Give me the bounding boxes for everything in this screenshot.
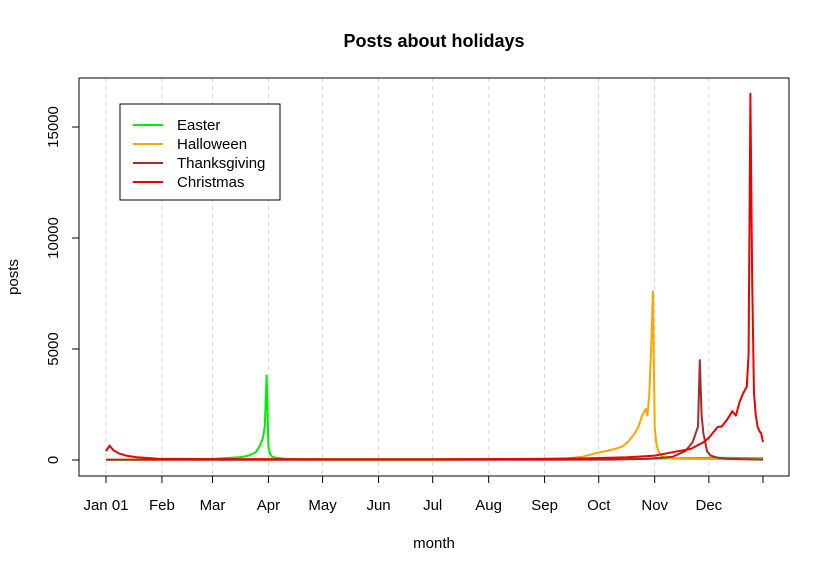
x-tick-label: Nov — [641, 497, 668, 514]
y-axis: 0 5000 10000 15000 — [45, 106, 80, 464]
legend-label: Thanksgiving — [177, 155, 265, 172]
y-tick-label: 0 — [45, 456, 62, 464]
series-line-thanksgiving — [106, 359, 764, 461]
y-tick-label: 15000 — [45, 106, 62, 148]
legend: Easter Halloween Thanksgiving Christmas — [119, 103, 281, 201]
series-line-christmas — [105, 92, 764, 461]
x-axis: Jan 01 Feb Mar Apr May Jun Jul Aug Sep Oct Nov Dec — [83, 475, 764, 514]
x-tick-label: Mar — [200, 497, 226, 514]
x-axis-label: month — [413, 535, 455, 552]
legend-label: Christmas — [177, 174, 245, 191]
legend-label: Easter — [177, 117, 220, 134]
chart-title: Posts about holidays — [343, 31, 524, 51]
x-tick-label: Apr — [257, 497, 280, 514]
series-layer — [105, 92, 764, 461]
y-tick-label: 5000 — [45, 332, 62, 365]
x-tick-label: Jan 01 — [83, 497, 128, 514]
y-axis-label: posts — [5, 259, 22, 295]
x-tick-label: May — [308, 497, 337, 514]
x-tick-label: Dec — [696, 497, 723, 514]
y-tick-label: 10000 — [45, 217, 62, 259]
x-tick-label: Aug — [475, 497, 502, 514]
x-tick-label: Jul — [423, 497, 442, 514]
legend-box — [119, 103, 281, 201]
series-line-easter — [105, 374, 764, 461]
x-tick-label: Oct — [587, 497, 611, 514]
series-line-halloween — [106, 290, 764, 461]
x-tick-label: Jun — [366, 497, 390, 514]
x-tick-label: Sep — [531, 497, 558, 514]
legend-label: Halloween — [177, 136, 247, 153]
x-tick-label: Feb — [149, 497, 175, 514]
